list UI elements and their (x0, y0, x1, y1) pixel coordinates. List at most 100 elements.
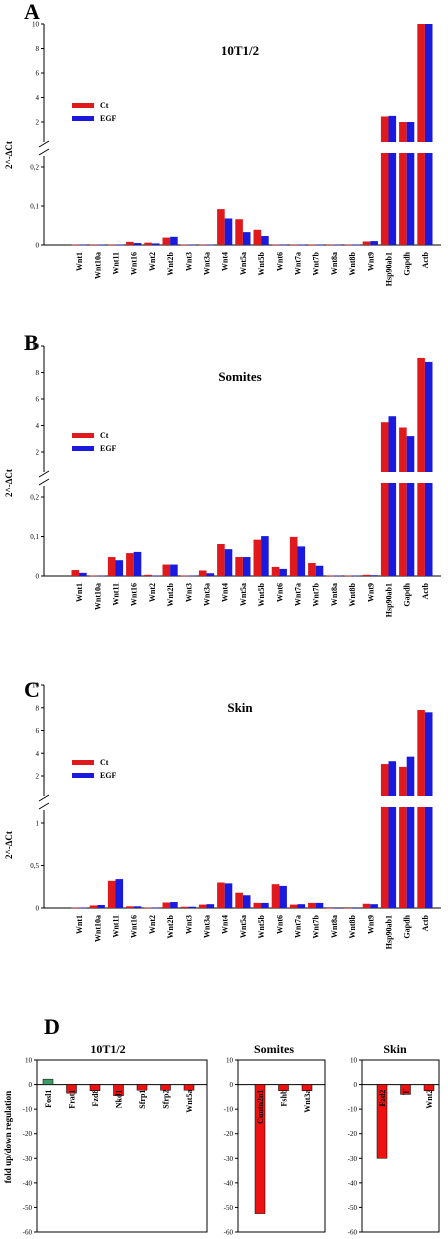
panel-letter: A (24, 0, 40, 24)
subplot-title: Somites (254, 1042, 294, 1056)
bar-ct (217, 544, 225, 576)
bar-egf (242, 895, 251, 908)
bar-ct (180, 575, 189, 577)
category-label: Wnt11 (112, 252, 121, 275)
bar-ct (399, 766, 407, 796)
category-label: Hsp90ab1 (385, 252, 394, 286)
y-tick-label: 0,1 (30, 203, 39, 211)
bar-egf (352, 908, 360, 909)
panel-letter: D (44, 1014, 60, 1039)
y-tick-label: 0,2 (30, 164, 39, 172)
y-tick-label: -10 (23, 1106, 33, 1114)
category-label: Wnt8b (348, 582, 357, 606)
category-label: Wnt7a (294, 583, 303, 606)
bar (423, 1084, 435, 1091)
bar-ct (198, 244, 207, 246)
bar-ct (326, 244, 334, 246)
category-label: Wnt6 (275, 915, 284, 934)
legend-swatch-egf (72, 773, 94, 778)
bar-ct (71, 244, 80, 246)
bar (254, 1084, 266, 1214)
plot-frame (237, 1059, 326, 1233)
category-label: Sfrp2 (162, 1090, 171, 1109)
category-label: Wnt6 (275, 583, 284, 602)
bar-egf (388, 115, 397, 142)
y-tick-label: -10 (224, 1106, 234, 1114)
category-label: Wnt1 (75, 252, 84, 271)
y-tick-label: -60 (348, 1229, 358, 1237)
category-label: Wnt1 (75, 583, 84, 602)
bar-egf (297, 244, 306, 246)
bar-ct (308, 562, 316, 576)
bar-ct (126, 241, 134, 245)
category-label: Wnt8a (330, 252, 339, 275)
bar-egf (388, 761, 397, 796)
break-gap (379, 798, 434, 807)
bar-ct (417, 145, 425, 245)
bar-ct (253, 902, 262, 908)
bar-egf (206, 904, 215, 908)
axis-break-mark (38, 470, 50, 486)
plot-frame (36, 1059, 208, 1233)
bar-ct (399, 801, 407, 908)
y-tick-label: -30 (224, 1155, 234, 1163)
category-label: Wnt3a (203, 252, 212, 275)
bar-ct (180, 906, 189, 908)
category-label: Wnt4 (221, 252, 230, 271)
category-label: Wnt2b (166, 582, 175, 606)
category-label: Wnt16 (130, 252, 139, 275)
category-label: Wnt9 (366, 252, 375, 271)
category-label: Wnt5a (239, 583, 248, 606)
bar-ct (344, 244, 353, 246)
bar-egf (242, 557, 251, 576)
bar-egf (170, 236, 178, 245)
category-label: Fzd2 (378, 1090, 387, 1107)
bar-egf (224, 218, 233, 245)
category-label: Wnt1 (75, 915, 84, 934)
category-label: Actb (421, 251, 430, 268)
bar-ct (162, 902, 171, 908)
bar-ct (144, 242, 152, 245)
bar-ct (271, 244, 280, 246)
bar-ct (326, 575, 334, 577)
y-tick-label: 0 (354, 1081, 358, 1089)
y-tick-label: -10 (348, 1106, 358, 1114)
y-tick-label: 8 (36, 369, 40, 377)
category-label: Wnt3 (184, 915, 193, 934)
category-label: Fshb (280, 1089, 289, 1106)
bar-egf (315, 902, 324, 908)
bar-egf (388, 145, 397, 245)
bar-egf (133, 906, 142, 908)
bar-ct (144, 574, 152, 576)
category-label: Wnt16 (130, 915, 139, 938)
bar (376, 1084, 388, 1159)
bar (160, 1084, 171, 1091)
bar (66, 1084, 77, 1094)
y-tick-label: 8 (36, 45, 40, 53)
category-label: Fzd8 (91, 1090, 100, 1107)
bar-egf (224, 549, 233, 576)
bar (301, 1084, 313, 1091)
bar-ct (89, 244, 98, 246)
plot-frame (361, 1059, 440, 1233)
bar-egf (333, 575, 342, 577)
category-label: Wnt5a (239, 915, 248, 938)
bar-egf (79, 572, 87, 576)
category-label: Wnt7b (312, 582, 321, 606)
bar-egf (406, 756, 415, 796)
bar-egf (424, 361, 433, 472)
y-axis-label: 2^-ΔCt (4, 141, 14, 169)
bar-egf (406, 801, 415, 908)
bar-egf (188, 244, 196, 246)
bar-egf (115, 879, 124, 908)
bar-egf (297, 904, 306, 908)
bar-egf (133, 551, 142, 576)
category-label: Wnt7a (294, 252, 303, 275)
y-tick-label: 1 (36, 820, 40, 828)
break-gap (379, 474, 434, 483)
bar-ct (417, 710, 425, 796)
y-axis-label: 2^-ΔCt (4, 831, 14, 859)
bar-ct (198, 904, 207, 908)
bar-egf (224, 883, 233, 908)
